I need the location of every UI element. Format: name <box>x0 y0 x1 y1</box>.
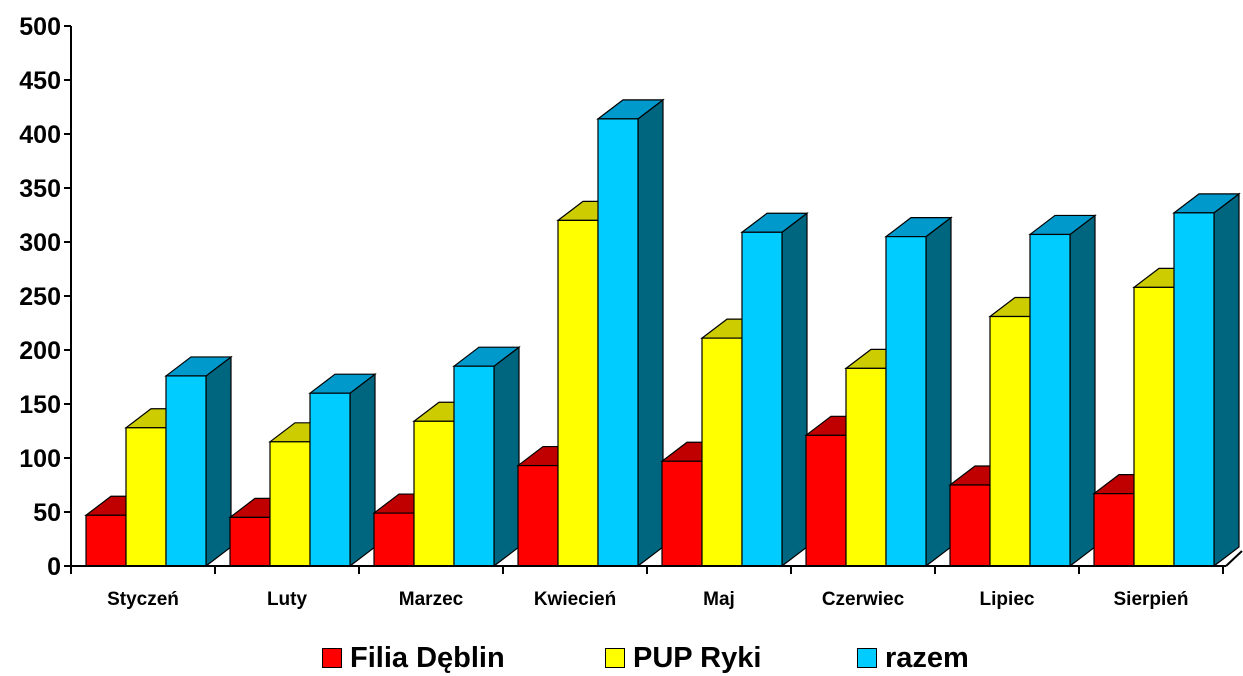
bar-front <box>517 464 559 567</box>
bar-front <box>413 420 455 567</box>
bar-side <box>1213 192 1240 568</box>
bar-front <box>805 434 847 567</box>
bar-3-3 <box>452 345 521 568</box>
y-tick-label: 150 <box>19 391 61 419</box>
bar-front <box>597 118 639 567</box>
bar-front <box>1133 286 1175 567</box>
bar-front <box>165 375 207 567</box>
bar-front <box>1093 493 1135 567</box>
legend-item-razem: razem <box>857 640 969 676</box>
bar-front <box>453 365 495 567</box>
bar-side <box>349 372 376 568</box>
x-tick-label: Sierpień <box>1114 589 1189 610</box>
x-tick-label: Lipiec <box>980 589 1035 610</box>
bar-front <box>557 219 599 567</box>
legend-label: PUP Ryki <box>633 642 762 674</box>
legend-label: razem <box>885 642 969 674</box>
x-axis-depth-edge <box>1225 550 1243 567</box>
bar-front <box>309 392 351 567</box>
bar-front <box>949 484 991 567</box>
legend-item-pup-ryki: PUP Ryki <box>605 640 761 676</box>
x-tick-label: Czerwiec <box>822 589 905 610</box>
bar-front <box>741 231 783 567</box>
y-tick-label: 400 <box>19 121 61 149</box>
bar-3-4 <box>596 98 665 568</box>
bar-front <box>845 367 887 567</box>
bar-front <box>1029 233 1071 567</box>
y-tick-label: 200 <box>19 337 61 365</box>
x-tick-label: Marzec <box>399 589 464 610</box>
bar-front <box>269 441 311 567</box>
legend: Filia Dęblin PUP Ryki razem <box>0 640 1243 676</box>
legend-swatch <box>605 648 625 668</box>
tick-labels-layer: 0 50 100 150 200 250 300 350 400 450 500 Styczeń Lut… <box>19 13 1188 610</box>
bar-front <box>85 514 127 567</box>
bar-front <box>661 460 703 567</box>
legend-swatch <box>857 648 877 668</box>
bar-side <box>925 216 952 568</box>
bar-front <box>125 427 167 567</box>
bar-3-5 <box>740 212 809 568</box>
y-tick-label: 500 <box>19 13 61 41</box>
y-tick-label: 350 <box>19 175 61 203</box>
x-tick-label: Styczeń <box>107 589 179 610</box>
bar-front <box>229 516 271 567</box>
bar-front <box>1173 212 1215 567</box>
bar-side <box>637 98 664 568</box>
bar-chart: 0 50 100 150 200 250 300 350 400 450 500 Styczeń Lut… <box>19 13 1243 610</box>
y-tick-label: 0 <box>47 553 61 581</box>
bar-3-7 <box>1028 214 1097 568</box>
bar-front <box>701 337 743 567</box>
axes-layer <box>64 25 1243 574</box>
y-tick-label: 250 <box>19 283 61 311</box>
y-tick-label: 100 <box>19 445 61 473</box>
bar-side <box>1069 214 1096 568</box>
legend-swatch <box>322 648 342 668</box>
bar-3-8 <box>1172 192 1241 568</box>
bar-front <box>885 236 927 567</box>
bar-3-1 <box>164 355 233 568</box>
y-tick-label: 50 <box>33 499 61 527</box>
bar-3-2 <box>308 372 377 568</box>
x-tick-label: Maj <box>703 589 735 610</box>
x-tick-label: Luty <box>267 589 308 610</box>
legend-item-filia-deblin: Filia Dęblin <box>322 640 505 676</box>
legend-label: Filia Dęblin <box>350 642 505 674</box>
bar-front <box>989 315 1031 567</box>
bar-3-6 <box>884 216 953 568</box>
bar-side <box>493 345 520 568</box>
y-tick-label: 450 <box>19 67 61 95</box>
bar-side <box>205 355 232 568</box>
x-tick-label: Kwiecień <box>534 589 616 610</box>
y-tick-label: 300 <box>19 229 61 257</box>
bar-side <box>781 212 808 568</box>
bars-layer <box>84 98 1241 568</box>
bar-front <box>373 512 415 567</box>
